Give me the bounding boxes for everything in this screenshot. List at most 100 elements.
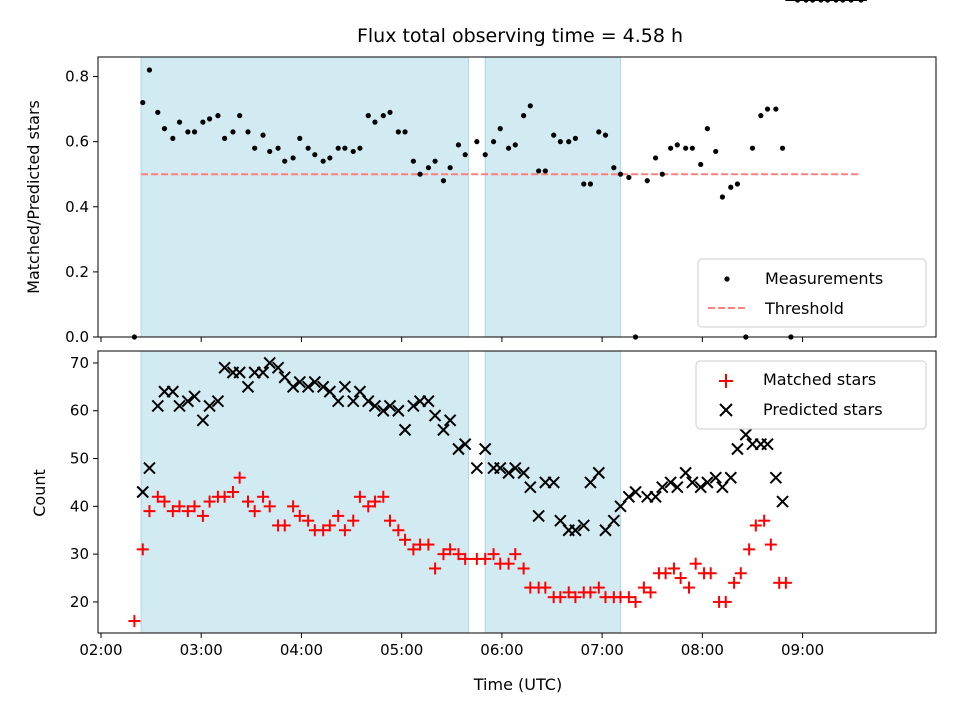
predicted-star-point xyxy=(494,461,507,475)
measurement-point xyxy=(170,135,176,141)
measurement-point xyxy=(305,145,311,151)
matched-star-point xyxy=(749,519,762,532)
measurement-point xyxy=(626,174,632,181)
predicted-star-point xyxy=(686,476,699,489)
matched-star-point xyxy=(353,490,366,503)
predicted-star-point xyxy=(301,380,315,394)
matched-star-point xyxy=(196,509,209,522)
measurement-point xyxy=(704,126,710,132)
measurement-point xyxy=(237,113,243,119)
predicted-star-point xyxy=(776,495,789,508)
predicted-star-point xyxy=(398,423,412,437)
measurement-point xyxy=(617,171,624,177)
predicted-star-point xyxy=(629,485,642,499)
matched-star-point xyxy=(233,471,246,484)
matched-star-point xyxy=(166,505,179,518)
y-tick-label: 60 xyxy=(70,402,89,420)
measurement-point xyxy=(297,135,303,141)
measurement-point xyxy=(581,181,587,187)
predicted-star-point xyxy=(524,481,537,494)
y-tick-label: 0.8 xyxy=(65,68,89,86)
measurement-point xyxy=(659,171,665,177)
measurement-point xyxy=(713,148,719,155)
measurement-point xyxy=(521,113,527,119)
matched-star-point xyxy=(383,514,396,527)
legend-predicted-label: Predicted stars xyxy=(763,400,883,419)
measurement-point xyxy=(185,129,191,135)
predicted-star-point xyxy=(739,428,753,441)
matched-star-point xyxy=(459,552,472,565)
measurement-point xyxy=(602,132,609,138)
measurement-point xyxy=(230,129,236,135)
shaded-interval xyxy=(484,56,622,338)
matched-star-point xyxy=(399,533,412,546)
measurement-point xyxy=(587,181,594,187)
measurement-point xyxy=(512,142,518,148)
matched-star-point xyxy=(622,591,635,604)
measurement-point xyxy=(146,67,153,73)
matched-star-point xyxy=(347,514,360,527)
measurement-point xyxy=(749,145,756,151)
predicted-star-point xyxy=(181,394,195,408)
matched-star-point xyxy=(502,557,515,570)
y-tick-label: 0.6 xyxy=(65,133,89,151)
matched-star-point xyxy=(226,486,239,498)
matched-star-point xyxy=(637,581,650,594)
measurement-point xyxy=(447,165,453,171)
matched-star-point xyxy=(719,595,732,608)
top-axes-frame xyxy=(97,56,937,338)
predicted-star-point xyxy=(671,481,684,494)
measurement-point xyxy=(267,148,273,155)
measurement-point xyxy=(557,139,563,145)
x-tick-label: 08:00 xyxy=(681,641,724,659)
matched-star-point xyxy=(136,543,149,556)
measurement-point xyxy=(611,165,617,171)
measurement-point xyxy=(779,145,786,151)
predicted-star-point xyxy=(664,476,677,489)
matched-star-point xyxy=(743,543,756,556)
matched-star-point xyxy=(218,490,231,503)
measurement-point xyxy=(773,106,779,112)
predicted-star-point xyxy=(218,361,231,374)
predicted-star-point xyxy=(362,394,375,408)
predicted-star-points xyxy=(136,0,867,537)
matched-star-point xyxy=(659,567,672,580)
matched-star-point xyxy=(257,490,270,503)
matched-star-point xyxy=(181,505,194,518)
predicted-star-point xyxy=(592,466,606,480)
measurement-point xyxy=(462,152,468,158)
predicted-star-point xyxy=(173,399,186,413)
predicted-star-point xyxy=(517,466,530,480)
predicted-star-point xyxy=(331,394,345,408)
predicted-star-point xyxy=(679,466,692,480)
measurement-point xyxy=(350,148,356,155)
measurement-point xyxy=(410,158,416,164)
matched-star-point xyxy=(667,562,680,575)
matched-star-point xyxy=(584,586,597,599)
predicted-star-point xyxy=(368,399,382,413)
measurement-point xyxy=(245,129,251,135)
measurement-point xyxy=(387,109,393,115)
measurement-point xyxy=(551,132,557,138)
y-tick-label: 50 xyxy=(70,450,89,468)
matched-star-point xyxy=(158,495,171,508)
x-tick-label: 06:00 xyxy=(480,641,523,659)
y-tick-label: 20 xyxy=(70,593,89,611)
measurement-point xyxy=(652,155,659,161)
predicted-star-point xyxy=(649,490,662,503)
predicted-star-point xyxy=(458,437,472,451)
measurement-point xyxy=(260,132,266,138)
top-axes-ticks: 0.0 0.2 0.4 0.6 0.8 xyxy=(65,68,804,346)
predicted-star-point xyxy=(308,375,322,389)
shaded-interval xyxy=(484,350,622,634)
matched-star-point xyxy=(143,505,156,518)
matched-star-point xyxy=(338,524,351,537)
matched-star-point xyxy=(317,524,330,537)
measurement-point xyxy=(764,106,771,112)
predicted-star-point xyxy=(694,481,707,494)
y-tick-label: 0.0 xyxy=(65,328,89,346)
predicted-star-point xyxy=(437,423,450,437)
matched-star-point xyxy=(407,543,420,556)
matched-star-point xyxy=(758,514,771,527)
measurement-point xyxy=(155,109,161,115)
